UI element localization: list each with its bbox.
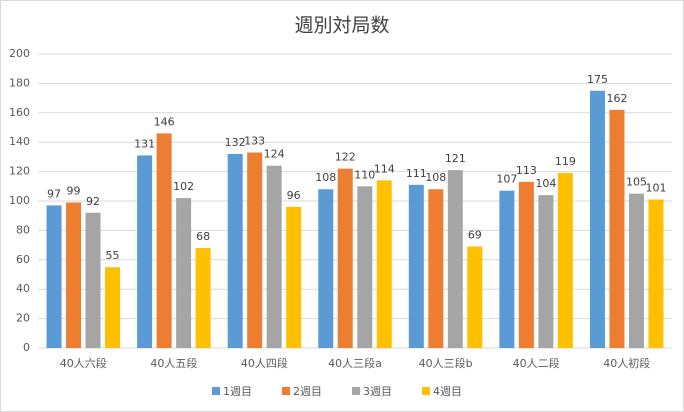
data-label: 111 xyxy=(406,167,427,180)
bar xyxy=(318,189,334,348)
data-label: 55 xyxy=(106,249,120,262)
x-tick-label: 40人四段 xyxy=(241,356,288,370)
bar xyxy=(176,198,192,348)
bar xyxy=(447,170,463,348)
y-tick-label: 0 xyxy=(23,341,30,354)
bar xyxy=(227,153,243,348)
data-label: 133 xyxy=(244,134,265,147)
bar xyxy=(376,180,392,348)
data-label: 121 xyxy=(445,152,466,165)
data-label: 68 xyxy=(196,230,210,243)
y-tick-label: 120 xyxy=(9,165,30,178)
x-tick-label: 40人六段 xyxy=(60,356,107,370)
y-tick-label: 100 xyxy=(9,194,30,207)
bar xyxy=(518,181,534,348)
y-tick-label: 200 xyxy=(9,47,30,60)
y-tick-label: 20 xyxy=(16,312,30,325)
bar xyxy=(85,212,101,348)
data-label: 96 xyxy=(287,189,301,202)
bar xyxy=(408,184,424,348)
bar xyxy=(648,199,664,348)
data-label: 69 xyxy=(468,229,482,242)
legend-label: 3週目 xyxy=(363,385,392,398)
data-label: 132 xyxy=(225,136,246,149)
legend-swatch xyxy=(282,387,290,395)
legend-label: 4週目 xyxy=(433,385,462,398)
y-tick-label: 80 xyxy=(16,223,30,236)
data-label: 146 xyxy=(154,115,175,128)
y-tick-label: 180 xyxy=(9,76,30,89)
data-label: 162 xyxy=(606,92,627,105)
bar xyxy=(337,168,353,348)
data-label: 105 xyxy=(626,176,647,189)
bar xyxy=(357,186,373,348)
legend-swatch xyxy=(422,387,430,395)
data-label: 101 xyxy=(645,182,666,195)
data-label: 124 xyxy=(264,148,285,161)
bar xyxy=(499,190,515,348)
x-tick-label: 40人五段 xyxy=(150,356,197,370)
data-label: 92 xyxy=(86,195,100,208)
bar xyxy=(628,193,644,348)
x-tick-label: 40人三段b xyxy=(419,356,473,370)
data-label: 114 xyxy=(374,162,395,175)
data-label: 102 xyxy=(173,180,194,193)
x-tick-label: 40人二段 xyxy=(513,356,560,370)
data-label: 113 xyxy=(516,164,537,177)
legend-label: 1週目 xyxy=(223,385,252,398)
bar xyxy=(46,205,62,348)
y-tick-label: 160 xyxy=(9,106,30,119)
data-label: 131 xyxy=(134,137,155,150)
data-label: 175 xyxy=(587,73,608,86)
data-label: 108 xyxy=(425,171,446,184)
y-tick-label: 60 xyxy=(16,253,30,266)
y-tick-label: 140 xyxy=(9,135,30,148)
data-label: 97 xyxy=(47,187,61,200)
legend-swatch xyxy=(352,387,360,395)
data-label: 99 xyxy=(67,184,81,197)
legend-swatch xyxy=(212,387,220,395)
data-label: 119 xyxy=(555,155,576,168)
x-tick-label: 40人初段 xyxy=(603,356,650,370)
bar xyxy=(589,90,605,348)
data-label: 110 xyxy=(354,168,375,181)
data-label: 122 xyxy=(335,151,356,164)
bar xyxy=(557,173,573,348)
bar xyxy=(137,155,153,348)
legend-label: 2週目 xyxy=(293,385,322,398)
bar xyxy=(266,165,282,348)
bar xyxy=(247,152,263,348)
chart-title: 週別対局数 xyxy=(294,15,389,37)
bar xyxy=(66,202,82,348)
data-label: 107 xyxy=(496,173,517,186)
bar xyxy=(156,133,172,348)
bar xyxy=(286,206,302,348)
bar xyxy=(467,246,483,348)
y-tick-label: 40 xyxy=(16,282,30,295)
bar xyxy=(538,195,554,348)
bar xyxy=(105,267,121,348)
bar xyxy=(195,248,211,348)
bar xyxy=(609,109,625,348)
bar xyxy=(428,189,444,348)
x-tick-label: 40人三段a xyxy=(328,356,382,370)
data-label: 104 xyxy=(535,177,556,190)
data-label: 108 xyxy=(315,171,336,184)
